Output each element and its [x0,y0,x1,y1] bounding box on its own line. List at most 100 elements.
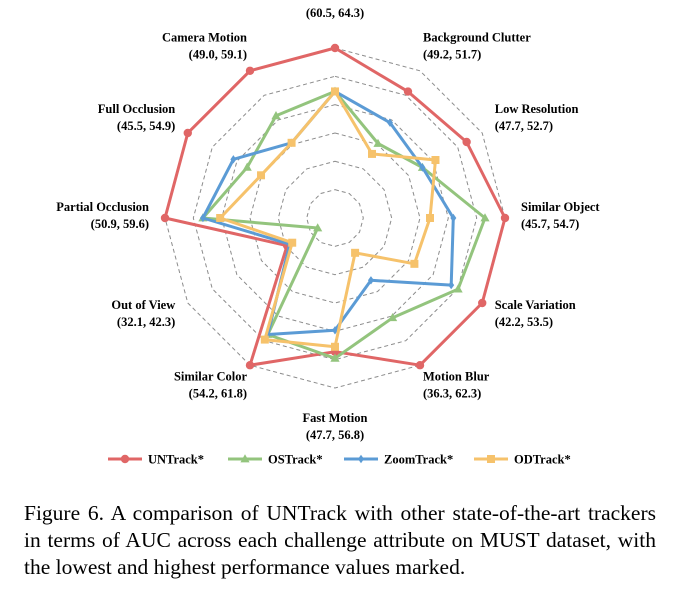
axis-name: Partial Occlusion [56,200,149,214]
legend-item: ODTrack* [474,453,571,467]
figure-caption: Figure 6. A comparison of UNTrack with o… [24,501,656,579]
grid-ring [277,160,393,276]
axis-name: Scale Variation [495,298,576,312]
data-point [487,455,495,463]
axis-label: Full Occlusion (45.5, 54.9) [98,102,175,133]
legend-label: OSTrack* [268,453,323,467]
axis-range: (50.9, 59.6) [91,217,149,231]
axis-label: Out of View (32.1, 42.3) [111,298,175,329]
legend-label: UNTrack* [148,453,204,467]
axis-label: Camera Motion (49.0, 59.1) [162,30,247,61]
data-point [431,156,440,164]
data-point [387,118,393,127]
legend-item: ZoomTrack* [344,453,453,467]
data-point [367,276,374,285]
axis-label: Background Clutter (49.2, 51.7) [423,30,531,61]
axis-range: (49.0, 59.1) [189,47,247,61]
axis-name: Out of View [111,298,175,312]
axis-range: (49.2, 51.7) [423,47,481,61]
data-point [331,342,339,351]
legend: UNTrack* OSTrack* ZoomTrack* ODTrack* [108,453,571,467]
data-point [358,454,364,464]
axis-name: Similar Color [174,370,247,384]
axis-label: Partial Occlusion (50.9, 59.6) [56,200,149,231]
data-point [245,66,255,75]
legend-item: OSTrack* [228,453,323,467]
data-point [387,312,398,322]
data-point [216,214,225,222]
axis-name: Similar Object [521,200,600,214]
axis-name: Illumination Variation [275,0,395,3]
data-point [183,128,192,138]
grid-ring [164,47,506,389]
axis-labels: Illumination Variation (60.5, 64.3) Backgr… [56,0,600,442]
axis-label: Illumination Variation (60.5, 64.3) [275,0,395,20]
axis-range: (54.2, 61.8) [189,387,247,401]
grid-ring [192,75,478,361]
series-line [201,89,455,336]
axis-name: Background Clutter [423,30,531,44]
data-point [287,138,296,147]
axis-label: Low Resolution (47.7, 52.7) [495,102,579,133]
data-point [331,87,339,96]
axis-range: (32.1, 42.3) [117,315,175,329]
data-point [500,213,510,223]
series-line [218,89,437,349]
data-point [403,87,413,96]
data-point [160,213,170,223]
data-point [245,361,255,370]
axis-label: Similar Object (45.7, 54.7) [521,200,600,231]
data-point [332,326,338,335]
data-point [426,214,434,222]
series-odtrack [216,87,440,351]
data-point [419,163,426,172]
data-point [448,280,455,290]
axis-range: (36.3, 62.3) [423,387,481,401]
data-point [480,213,490,222]
axis-label: Similar Color (54.2, 61.8) [174,370,247,401]
data-point [271,110,281,120]
data-point [450,213,457,223]
legend-label: ODTrack* [514,453,571,467]
grid-ring [249,132,421,304]
data-point [330,353,340,362]
data-point [462,137,471,147]
data-point [313,223,323,232]
axis-range: (42.2, 53.5) [495,315,553,329]
data-point [120,454,130,464]
axis-label: Motion Blur (36.3, 62.3) [423,370,490,401]
axis-range: (47.7, 56.8) [306,428,364,442]
grid-ring [306,189,364,247]
data-point [368,149,376,158]
axis-range: (45.5, 54.9) [117,119,175,133]
axis-name: Full Occlusion [98,102,175,116]
axis-range: (47.7, 52.7) [495,119,553,133]
data-point [415,361,425,370]
data-point [410,259,419,268]
legend-item: UNTrack* [108,453,204,467]
data-point [260,335,269,344]
radar-chart: Illumination Variation (60.5, 64.3) Backgr… [56,0,600,467]
axis-name: Fast Motion [303,411,368,425]
series-zoomtrack [199,87,457,339]
axis-range: (60.5, 64.3) [306,6,364,20]
data-point [242,162,252,171]
data-point [478,298,487,308]
axis-name: Low Resolution [495,102,579,116]
grid-ring [221,104,449,332]
data-point [330,43,340,53]
data-point [288,238,297,247]
axis-name: Camera Motion [162,30,247,44]
radar-series [160,43,510,370]
data-point [240,454,250,463]
data-point [230,155,237,164]
axis-range: (45.7, 54.7) [521,217,579,231]
axis-name: Motion Blur [423,370,490,384]
data-point [453,284,463,293]
data-point [257,171,266,180]
legend-label: ZoomTrack* [384,453,453,467]
data-point [351,248,360,257]
axis-label: Scale Variation (42.2, 53.5) [495,298,576,329]
data-point [199,213,206,223]
data-point [373,138,383,147]
